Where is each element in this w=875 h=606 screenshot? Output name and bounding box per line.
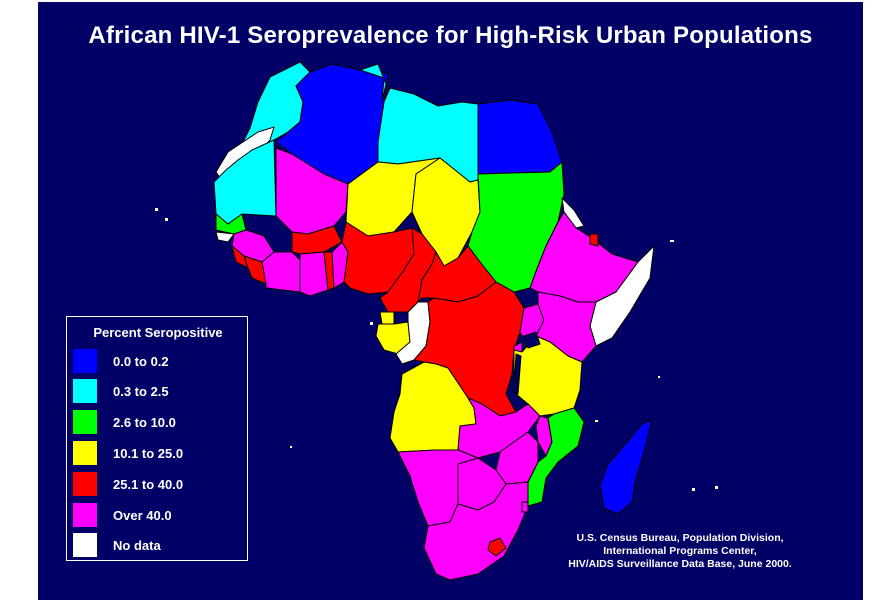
legend-label: Over 40.0: [113, 508, 172, 523]
source-note: U.S. Census Bureau, Population Division,…: [530, 532, 830, 571]
country-guinea-bissau: [215, 231, 235, 243]
islands: [155, 208, 718, 491]
legend-label: 0.0 to 0.2: [113, 354, 169, 369]
country-madagascar: [599, 419, 653, 515]
island-cape-verde-b: [165, 218, 168, 221]
legend-swatch: [73, 410, 97, 434]
country-mozambique: [527, 407, 585, 507]
legend-label: 25.1 to 40.0: [113, 477, 184, 492]
country-lesotho: [487, 537, 507, 557]
island-seychelles: [658, 376, 660, 378]
island-cape-verde-a: [155, 208, 158, 211]
country-tanzania: [513, 335, 583, 417]
legend-label: 0.3 to 2.5: [113, 384, 169, 399]
source-line: U.S. Census Bureau, Population Division,: [576, 532, 784, 544]
legend-swatch: [73, 349, 97, 373]
island-comoros: [595, 420, 598, 422]
source-line: HIV/AIDS Surveillance Data Base, June 20…: [568, 558, 792, 570]
map-frame: African HIV-1 Seroprevalence for High-Ri…: [38, 2, 863, 600]
country-swaziland: [521, 501, 529, 513]
legend-label: 10.1 to 25.0: [113, 446, 184, 461]
legend-swatch: [73, 472, 97, 496]
lake-tanganyika: [513, 353, 522, 395]
country-djibouti: [589, 233, 599, 247]
legend-label: 2.6 to 10.0: [113, 415, 176, 430]
legend-label: No data: [113, 538, 161, 553]
legend-swatch: [73, 441, 97, 465]
island-socotra: [670, 240, 674, 242]
legend-swatch: [73, 379, 97, 403]
lake-victoria: [523, 331, 541, 349]
legend: Percent Seropositive 0.0 to 0.2 0.3 to 2…: [66, 316, 248, 561]
country-cote-divoire: [261, 251, 301, 293]
country-burkina-faso: [291, 225, 343, 255]
country-liberia: [243, 255, 267, 285]
source-line: International Programs Center,: [603, 545, 757, 557]
legend-title: Percent Seropositive: [93, 325, 223, 340]
country-equatorial-guinea: [379, 311, 395, 325]
africa-map: [155, 61, 718, 581]
country-somalia: [589, 245, 655, 347]
island-reunion: [692, 488, 695, 491]
country-egypt: [477, 99, 563, 175]
map-title: African HIV-1 Seroprevalence for High-Ri…: [88, 22, 813, 49]
legend-swatch: [73, 503, 97, 527]
country-ghana: [299, 251, 329, 297]
island-sao-tome: [370, 322, 373, 325]
island-mauritius: [715, 486, 718, 489]
legend-swatch: [73, 533, 97, 557]
country-eritrea: [561, 197, 585, 229]
island-st-helena: [290, 446, 292, 448]
country-mali: [275, 147, 349, 235]
country-tunisia: [359, 63, 387, 103]
